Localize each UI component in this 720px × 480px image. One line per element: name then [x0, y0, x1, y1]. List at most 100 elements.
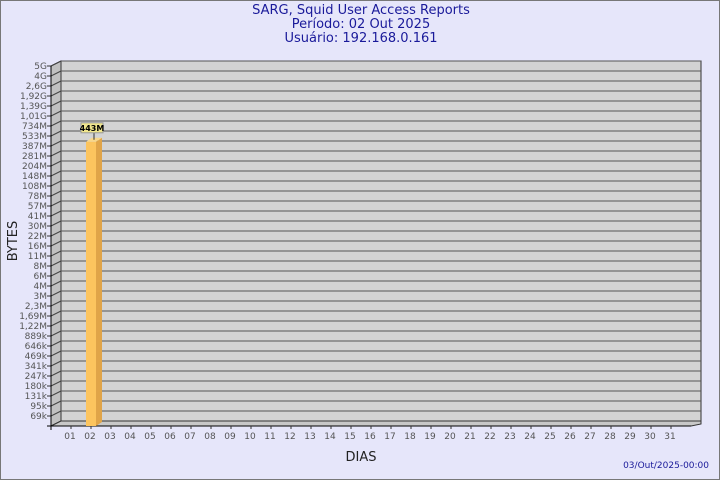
grid-line-left	[50, 330, 62, 337]
data-label: 443M	[80, 124, 105, 133]
y-tick-label: 30M	[28, 222, 47, 232]
grid-line-left	[50, 110, 62, 117]
x-tick-label: 16	[364, 432, 376, 442]
y-tick-label: 108M	[22, 182, 47, 192]
x-tick-label: 14	[324, 432, 336, 442]
grid-line-left	[50, 180, 62, 187]
x-tick-label: 25	[544, 432, 555, 442]
y-tick-label: 180k	[25, 382, 48, 392]
grid-line-left	[50, 300, 62, 307]
grid-line-left	[50, 390, 62, 397]
x-tick-label: 13	[304, 432, 315, 442]
y-tick-label: 1,39G	[20, 102, 47, 112]
y-tick-label: 11M	[28, 252, 47, 262]
grid-line-left	[50, 290, 62, 297]
y-tick-label: 889k	[25, 332, 48, 342]
grid-line-left	[50, 410, 62, 417]
y-tick-label: 3M	[34, 292, 48, 302]
plot-floor	[50, 420, 702, 427]
x-tick-label: 03	[104, 432, 115, 442]
grid-line-left	[50, 80, 62, 87]
grid-line-left	[50, 200, 62, 207]
grid-line-left	[50, 120, 62, 127]
x-tick-label: 05	[144, 432, 155, 442]
y-tick-label: 2,6G	[26, 82, 47, 92]
grid-line-left	[50, 150, 62, 157]
grid-line-left	[50, 60, 62, 67]
y-tick-label: 387M	[22, 142, 47, 152]
y-tick-label: 341k	[25, 362, 48, 372]
x-tick-label: 10	[244, 432, 256, 442]
data-label-box	[80, 122, 104, 134]
y-tick-label: 69k	[30, 412, 47, 422]
y-tick-label: 16M	[28, 242, 47, 252]
x-tick-label: 09	[224, 432, 236, 442]
x-tick-label: 31	[664, 432, 675, 442]
y-tick-label: 78M	[28, 192, 47, 202]
y-tick-label: 1,22M	[19, 322, 47, 332]
y-axis-label: BYTES	[6, 221, 21, 262]
y-tick-label: 6M	[34, 272, 48, 282]
x-tick-label: 15	[344, 432, 355, 442]
x-axis-label: DIAS	[346, 450, 377, 465]
y-tick-label: 2,3M	[25, 302, 47, 312]
x-tick-label: 22	[484, 432, 495, 442]
x-tick-label: 20	[444, 432, 456, 442]
grid-line-left	[50, 140, 62, 147]
grid-line-left	[50, 100, 62, 107]
x-tick-label: 01	[64, 432, 75, 442]
grid-line-left	[50, 210, 62, 217]
x-tick-label: 12	[284, 432, 295, 442]
grid-line-left	[50, 240, 62, 247]
y-tick-label: 95k	[30, 402, 47, 412]
x-tick-label: 29	[624, 432, 636, 442]
grid-line-left	[50, 170, 62, 177]
grid-line-left	[50, 340, 62, 347]
x-tick-label: 21	[464, 432, 475, 442]
x-tick-label: 08	[204, 432, 216, 442]
x-tick-label: 02	[84, 432, 95, 442]
grid-line-left	[50, 70, 62, 77]
generation-timestamp: 03/Out/2025-00:00	[623, 461, 709, 471]
y-tick-label: 148M	[22, 172, 47, 182]
y-tick-label: 469k	[25, 352, 48, 362]
grid-line-left	[50, 250, 62, 257]
y-tick-label: 4M	[34, 282, 48, 292]
x-tick-label: 23	[504, 432, 515, 442]
grid-line-left	[50, 380, 62, 387]
grid-line-left	[50, 400, 62, 407]
y-tick-label: 1,01G	[20, 112, 47, 122]
y-tick-label: 22M	[28, 232, 47, 242]
y-tick-label: 8M	[34, 262, 48, 272]
y-tick-label: 281M	[22, 152, 47, 162]
x-tick-label: 11	[264, 432, 275, 442]
y-tick-label: 247k	[25, 372, 48, 382]
x-tick-label: 26	[564, 432, 576, 442]
x-tick-label: 17	[384, 432, 395, 442]
y-tick-label: 4G	[34, 72, 47, 82]
x-tick-label: 27	[584, 432, 595, 442]
x-tick-label: 30	[644, 432, 656, 442]
y-tick-label: 1,69M	[19, 312, 47, 322]
grid-line-left	[50, 370, 62, 377]
chart-title: SARG, Squid User Access Reports	[252, 3, 470, 18]
y-tick-label: 5G	[34, 62, 47, 72]
grid-line-left	[50, 130, 62, 137]
chart-period: Período: 02 Out 2025	[291, 17, 431, 32]
grid-line-left	[50, 260, 62, 267]
x-tick-label: 19	[424, 432, 436, 442]
grid-line-left	[50, 230, 62, 237]
y-tick-label: 131k	[25, 392, 48, 402]
y-tick-label: 57M	[28, 202, 47, 212]
bar-side	[96, 137, 102, 426]
grid-line-left	[50, 350, 62, 357]
chart-user: Usuário: 192.168.0.161	[284, 31, 438, 46]
grid-line-left	[50, 280, 62, 287]
y-tick-label: 734M	[22, 122, 47, 132]
x-tick-label: 07	[184, 432, 195, 442]
y-tick-label: 646k	[25, 342, 48, 352]
grid-line-left	[50, 270, 62, 277]
x-tick-label: 06	[164, 432, 176, 442]
